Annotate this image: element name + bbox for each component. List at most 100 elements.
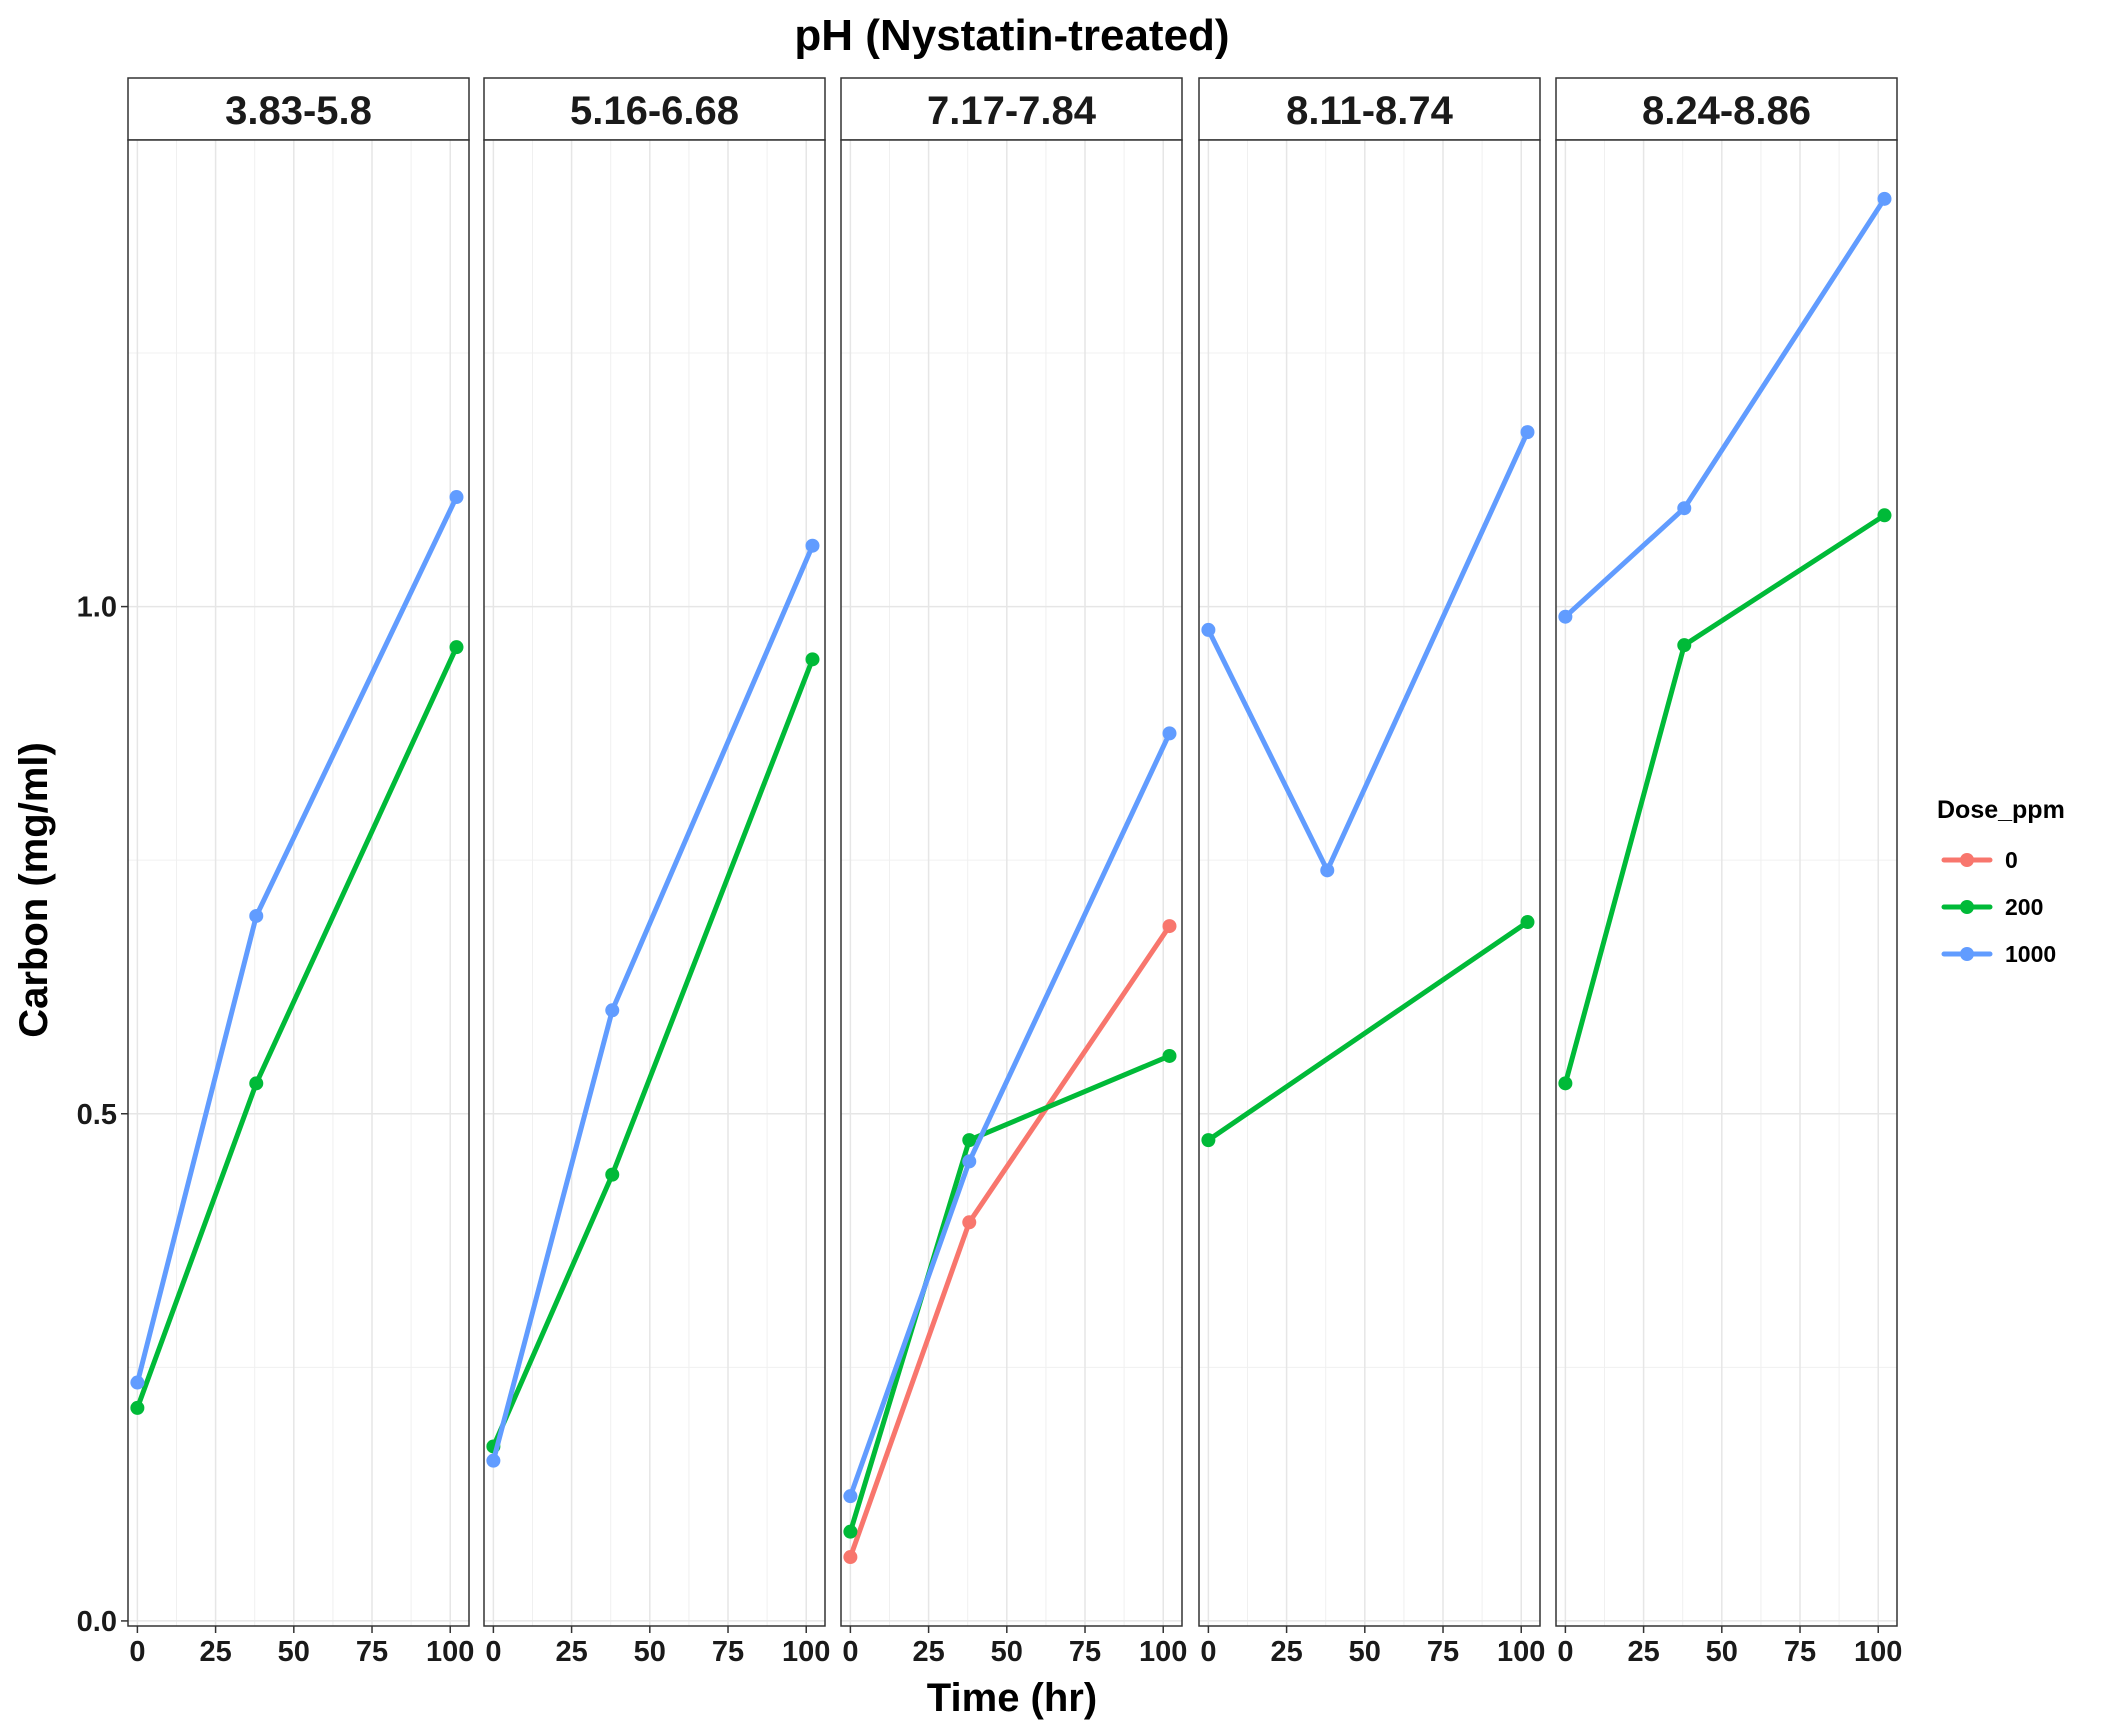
x-tick-label: 50 xyxy=(1706,1636,1738,1668)
x-tick-label: 25 xyxy=(1270,1636,1302,1668)
x-tick-label: 50 xyxy=(1349,1636,1381,1668)
data-point-dose-1000 xyxy=(130,1375,145,1390)
data-point-dose-1000 xyxy=(1520,425,1535,440)
data-point-dose-1000 xyxy=(605,1003,620,1018)
x-tick-label: 75 xyxy=(1069,1636,1101,1668)
x-axis-title: Time (hr) xyxy=(927,1676,1097,1720)
data-point-dose-1000 xyxy=(1162,726,1177,741)
x-tick-label: 100 xyxy=(1497,1636,1545,1668)
data-point-dose-200 xyxy=(605,1167,620,1182)
panel-5: 8.24-8.86 0 25 50 75 100 xyxy=(1555,77,1902,1668)
y-axis-title: Carbon (mg/ml) xyxy=(12,742,56,1038)
legend-item-dose-1000: 1000 xyxy=(1941,941,2056,967)
x-tick-label: 100 xyxy=(782,1636,830,1668)
y-tick-label: 0.0 xyxy=(77,1606,117,1638)
data-point-dose-200 xyxy=(1558,1076,1573,1091)
data-point-dose-200 xyxy=(130,1400,145,1415)
legend-label: 0 xyxy=(2005,847,2018,873)
x-tick-label: 50 xyxy=(991,1636,1023,1668)
x-tick-label: 75 xyxy=(1784,1636,1816,1668)
x-tick-label: 75 xyxy=(356,1636,388,1668)
panel-border xyxy=(1198,139,1541,1627)
panel-2: 5.16-6.68 0 25 50 75 100 xyxy=(483,77,830,1668)
data-point-dose-0 xyxy=(843,1550,858,1565)
panel-background xyxy=(1199,140,1540,1626)
x-tick-label: 25 xyxy=(199,1636,231,1668)
x-tick-label: 0 xyxy=(129,1636,145,1668)
legend-key-point xyxy=(1960,853,1974,867)
y-axis: 0.0 0.5 1.0 xyxy=(77,592,128,1638)
data-point-dose-0 xyxy=(962,1215,977,1230)
panel-strip xyxy=(840,77,1183,141)
x-tick-label: 0 xyxy=(485,1636,501,1668)
legend-key-point xyxy=(1960,900,1974,914)
x-tick-label: 25 xyxy=(912,1636,944,1668)
panel-strip-label: 5.16-6.68 xyxy=(570,89,739,133)
y-tick-label: 0.5 xyxy=(77,1099,117,1131)
legend: Dose_ppm 0 200 1000 xyxy=(1937,796,2065,967)
x-tick-label: 75 xyxy=(1427,1636,1459,1668)
panel-strip-label: 3.83-5.8 xyxy=(225,89,372,133)
panel-background xyxy=(128,140,469,1626)
data-point-dose-200 xyxy=(1877,508,1892,523)
panel-strip xyxy=(127,77,470,141)
legend-key-point xyxy=(1960,947,1974,961)
x-tick-label: 25 xyxy=(1627,1636,1659,1668)
panel-strip-label: 8.11-8.74 xyxy=(1286,89,1454,133)
y-tick-label: 1.0 xyxy=(77,592,117,624)
legend-label: 200 xyxy=(2005,894,2043,920)
panel-4: 8.11-8.74 0 25 50 75 100 xyxy=(1198,77,1545,1668)
data-point-dose-200 xyxy=(1201,1133,1216,1148)
data-point-dose-200 xyxy=(962,1133,977,1148)
data-point-dose-1000 xyxy=(249,908,264,923)
data-point-dose-200 xyxy=(249,1076,264,1091)
panel-strip-label: 8.24-8.86 xyxy=(1642,89,1811,133)
data-point-dose-200 xyxy=(1162,1048,1177,1063)
data-point-dose-1000 xyxy=(962,1154,977,1169)
legend-label: 1000 xyxy=(2005,941,2056,967)
data-point-dose-1000 xyxy=(843,1489,858,1504)
data-point-dose-1000 xyxy=(805,538,820,553)
panel-1: 3.83-5.8 0 25 50 75 100 xyxy=(127,77,474,1668)
data-point-dose-1000 xyxy=(1201,622,1216,637)
data-point-dose-1000 xyxy=(1558,609,1573,624)
data-point-dose-200 xyxy=(1677,638,1692,653)
panel-border xyxy=(1555,139,1898,1627)
x-tick-label: 50 xyxy=(278,1636,310,1668)
legend-item-dose-0: 0 xyxy=(1941,847,2018,873)
data-point-dose-1000 xyxy=(449,490,464,505)
data-point-dose-1000 xyxy=(1320,863,1335,878)
panel-strip xyxy=(1555,77,1898,141)
data-point-dose-200 xyxy=(1520,915,1535,930)
data-point-dose-200 xyxy=(843,1524,858,1539)
data-point-dose-200 xyxy=(449,640,464,655)
panel-background xyxy=(484,140,825,1626)
panel-strip xyxy=(1198,77,1541,141)
panel-3: 7.17-7.84 0 25 50 75 100 xyxy=(840,77,1187,1668)
panel-border xyxy=(127,139,470,1627)
x-tick-label: 50 xyxy=(634,1636,666,1668)
panel-border xyxy=(840,139,1183,1627)
data-point-dose-200 xyxy=(805,652,820,667)
x-tick-label: 100 xyxy=(426,1636,474,1668)
panel-strip-label: 7.17-7.84 xyxy=(927,89,1097,133)
chart-title: pH (Nystatin-treated) xyxy=(794,11,1229,60)
panel-strip xyxy=(483,77,826,141)
panel-border xyxy=(483,139,826,1627)
data-point-dose-1000 xyxy=(486,1453,501,1468)
panel-background xyxy=(1556,140,1897,1626)
legend-item-dose-200: 200 xyxy=(1941,894,2043,920)
x-tick-label: 75 xyxy=(712,1636,744,1668)
data-point-dose-1000 xyxy=(1877,191,1892,206)
x-tick-label: 0 xyxy=(1200,1636,1216,1668)
x-tick-label: 0 xyxy=(842,1636,858,1668)
data-point-dose-1000 xyxy=(1677,501,1692,516)
data-point-dose-0 xyxy=(1162,919,1177,934)
x-tick-label: 0 xyxy=(1557,1636,1573,1668)
series-line-dose-200 xyxy=(1205,919,1530,1143)
x-tick-label: 100 xyxy=(1854,1636,1902,1668)
x-tick-label: 100 xyxy=(1139,1636,1187,1668)
x-tick-label: 25 xyxy=(555,1636,587,1668)
